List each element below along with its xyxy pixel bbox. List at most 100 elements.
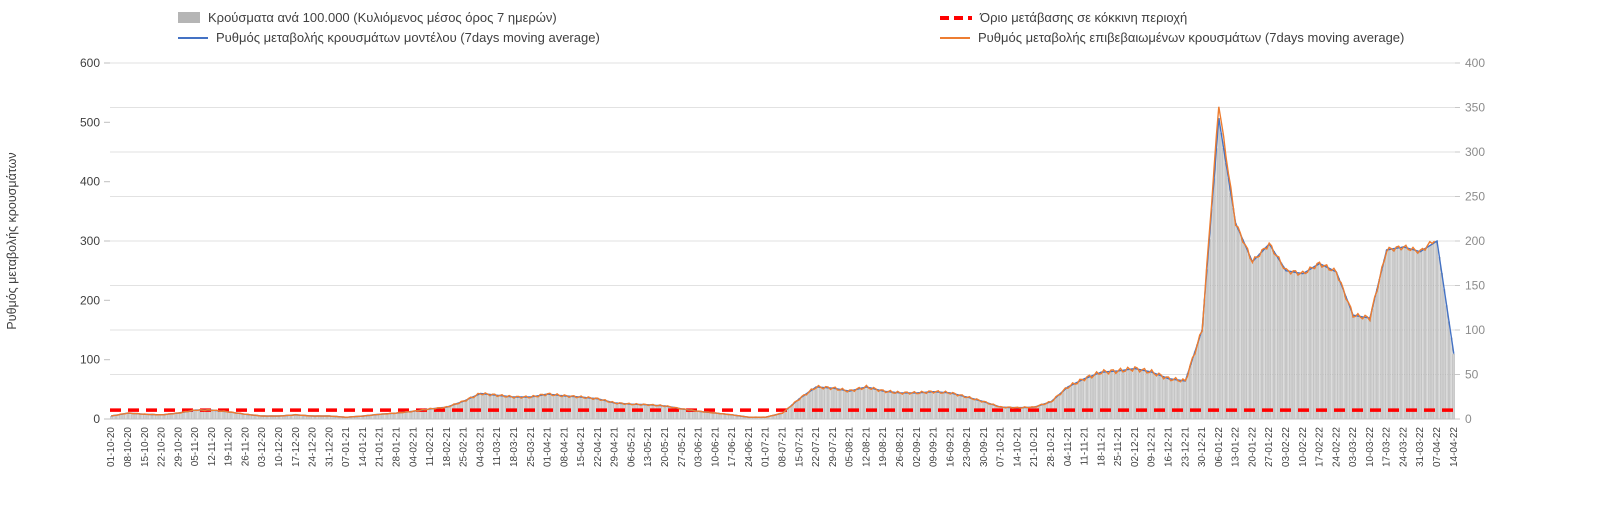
svg-text:100: 100 xyxy=(1465,323,1485,337)
svg-text:15-10-20: 15-10-20 xyxy=(140,427,151,467)
svg-text:300: 300 xyxy=(80,234,100,248)
svg-text:19-08-21: 19-08-21 xyxy=(878,427,889,467)
legend-item-threshold: Όριο μετάβασης σε κόκκινη περιοχή xyxy=(940,10,1598,25)
svg-text:14-04-22: 14-04-22 xyxy=(1449,427,1460,467)
blue-line-swatch-icon xyxy=(178,36,208,39)
x-axis-labels: 01-10-20 08-10-20 15-10-20 22-10-20 29-10-20… xyxy=(106,427,1460,467)
svg-text:16-12-21: 16-12-21 xyxy=(1164,427,1175,467)
confirmed-rate-line xyxy=(111,106,1436,419)
svg-text:600: 600 xyxy=(80,56,100,70)
right-axis-labels: 0 50 100 150 200 250 300 350 400 xyxy=(1455,56,1485,426)
legend-label: Κρούσματα ανά 100.000 (Κυλιόμενος μέσος … xyxy=(208,10,557,25)
svg-text:03-02-22: 03-02-22 xyxy=(1281,427,1292,467)
svg-text:10-06-21: 10-06-21 xyxy=(710,427,721,467)
svg-text:22-07-21: 22-07-21 xyxy=(811,427,822,467)
svg-text:11-11-21: 11-11-21 xyxy=(1080,427,1091,466)
svg-text:27-01-22: 27-01-22 xyxy=(1264,427,1275,467)
svg-text:18-03-21: 18-03-21 xyxy=(509,427,520,467)
svg-text:31-12-20: 31-12-20 xyxy=(324,427,335,467)
svg-text:16-09-21: 16-09-21 xyxy=(945,427,956,467)
svg-text:400: 400 xyxy=(1465,56,1485,70)
svg-text:07-04-22: 07-04-22 xyxy=(1432,427,1443,467)
svg-text:28-01-21: 28-01-21 xyxy=(392,427,403,467)
svg-text:17-03-22: 17-03-22 xyxy=(1382,427,1393,467)
svg-text:18-11-21: 18-11-21 xyxy=(1096,427,1107,467)
svg-text:19-11-20: 19-11-20 xyxy=(224,427,235,467)
svg-text:13-05-21: 13-05-21 xyxy=(643,427,654,467)
svg-text:23-09-21: 23-09-21 xyxy=(962,427,973,467)
svg-text:300: 300 xyxy=(1465,145,1485,159)
svg-text:27-05-21: 27-05-21 xyxy=(677,427,688,467)
svg-text:25-02-21: 25-02-21 xyxy=(459,427,470,467)
svg-text:12-08-21: 12-08-21 xyxy=(861,427,872,467)
chart-legend: Κρούσματα ανά 100.000 (Κυλιόμενος μέσος … xyxy=(0,0,1598,47)
svg-text:100: 100 xyxy=(80,353,100,367)
svg-text:08-10-20: 08-10-20 xyxy=(123,427,134,467)
svg-text:24-03-22: 24-03-22 xyxy=(1399,427,1410,467)
svg-text:03-12-20: 03-12-20 xyxy=(257,427,268,467)
svg-text:26-08-21: 26-08-21 xyxy=(895,427,906,467)
svg-text:24-12-20: 24-12-20 xyxy=(308,427,319,467)
svg-text:24-06-21: 24-06-21 xyxy=(744,427,755,467)
legend-label: Όριο μετάβασης σε κόκκινη περιοχή xyxy=(980,10,1188,25)
svg-text:09-12-21: 09-12-21 xyxy=(1147,427,1158,467)
svg-text:15-07-21: 15-07-21 xyxy=(794,427,805,467)
svg-text:29-07-21: 29-07-21 xyxy=(828,427,839,467)
svg-text:29-10-20: 29-10-20 xyxy=(173,427,184,467)
svg-text:30-09-21: 30-09-21 xyxy=(979,427,990,467)
svg-text:11-02-21: 11-02-21 xyxy=(425,427,436,467)
svg-text:28-10-21: 28-10-21 xyxy=(1046,427,1057,467)
svg-text:01-07-21: 01-07-21 xyxy=(761,427,772,467)
svg-text:07-01-21: 07-01-21 xyxy=(341,427,352,467)
svg-text:21-01-21: 21-01-21 xyxy=(375,427,386,467)
legend-item-model-rate: Ρυθμός μεταβολής κρουσμάτων μοντέλου (7d… xyxy=(178,30,940,45)
svg-text:08-04-21: 08-04-21 xyxy=(559,427,570,467)
svg-text:350: 350 xyxy=(1465,101,1485,115)
svg-text:0: 0 xyxy=(1465,412,1472,426)
svg-text:06-01-22: 06-01-22 xyxy=(1214,427,1225,467)
svg-text:01-04-21: 01-04-21 xyxy=(543,427,554,467)
svg-text:200: 200 xyxy=(1465,234,1485,248)
dashed-line-swatch-icon xyxy=(940,15,972,20)
svg-text:21-10-21: 21-10-21 xyxy=(1029,427,1040,467)
svg-text:400: 400 xyxy=(80,175,100,189)
svg-text:150: 150 xyxy=(1465,279,1485,293)
svg-text:07-10-21: 07-10-21 xyxy=(996,427,1007,467)
svg-text:10-12-20: 10-12-20 xyxy=(274,427,285,467)
bars-series-cases-per-100k xyxy=(110,117,1455,420)
legend-label: Ρυθμός μεταβολής κρουσμάτων μοντέλου (7d… xyxy=(216,30,600,45)
svg-text:17-06-21: 17-06-21 xyxy=(727,427,738,467)
svg-text:31-03-22: 31-03-22 xyxy=(1415,427,1426,467)
legend-item-cases-per-100k: Κρούσματα ανά 100.000 (Κυλιόμενος μέσος … xyxy=(178,10,940,25)
svg-text:50: 50 xyxy=(1465,368,1479,382)
svg-text:20-05-21: 20-05-21 xyxy=(660,427,671,467)
svg-text:06-05-21: 06-05-21 xyxy=(627,427,638,467)
svg-text:20-01-22: 20-01-22 xyxy=(1247,427,1258,467)
svg-text:10-03-22: 10-03-22 xyxy=(1365,427,1376,467)
svg-text:02-12-21: 02-12-21 xyxy=(1130,427,1141,467)
gridlines xyxy=(110,62,1455,420)
svg-text:14-10-21: 14-10-21 xyxy=(1013,427,1024,467)
svg-text:25-03-21: 25-03-21 xyxy=(526,427,537,467)
left-axis-labels: 0 100 200 300 400 500 600 xyxy=(80,56,110,426)
svg-text:22-04-21: 22-04-21 xyxy=(593,427,604,467)
svg-text:17-12-20: 17-12-20 xyxy=(291,427,302,467)
legend-label: Ρυθμός μεταβολής επιβεβαιωμένων κρουσμάτ… xyxy=(978,30,1405,45)
svg-text:30-12-21: 30-12-21 xyxy=(1197,427,1208,467)
svg-text:03-06-21: 03-06-21 xyxy=(694,427,705,467)
svg-text:14-01-21: 14-01-21 xyxy=(358,427,369,467)
legend-item-confirmed-rate: Ρυθμός μεταβολής επιβεβαιωμένων κρουσμάτ… xyxy=(940,30,1598,45)
svg-text:01-10-20: 01-10-20 xyxy=(106,427,117,467)
bar-swatch-icon xyxy=(178,12,200,23)
svg-text:05-08-21: 05-08-21 xyxy=(845,427,856,467)
svg-text:08-07-21: 08-07-21 xyxy=(778,427,789,467)
svg-text:09-09-21: 09-09-21 xyxy=(929,427,940,467)
svg-text:22-10-20: 22-10-20 xyxy=(157,427,168,467)
svg-text:04-02-21: 04-02-21 xyxy=(408,427,419,467)
svg-text:03-03-22: 03-03-22 xyxy=(1348,427,1359,467)
svg-text:18-02-21: 18-02-21 xyxy=(442,427,453,467)
svg-text:23-12-21: 23-12-21 xyxy=(1180,427,1191,467)
svg-text:12-11-20: 12-11-20 xyxy=(207,427,218,467)
svg-text:24-02-22: 24-02-22 xyxy=(1331,427,1342,467)
